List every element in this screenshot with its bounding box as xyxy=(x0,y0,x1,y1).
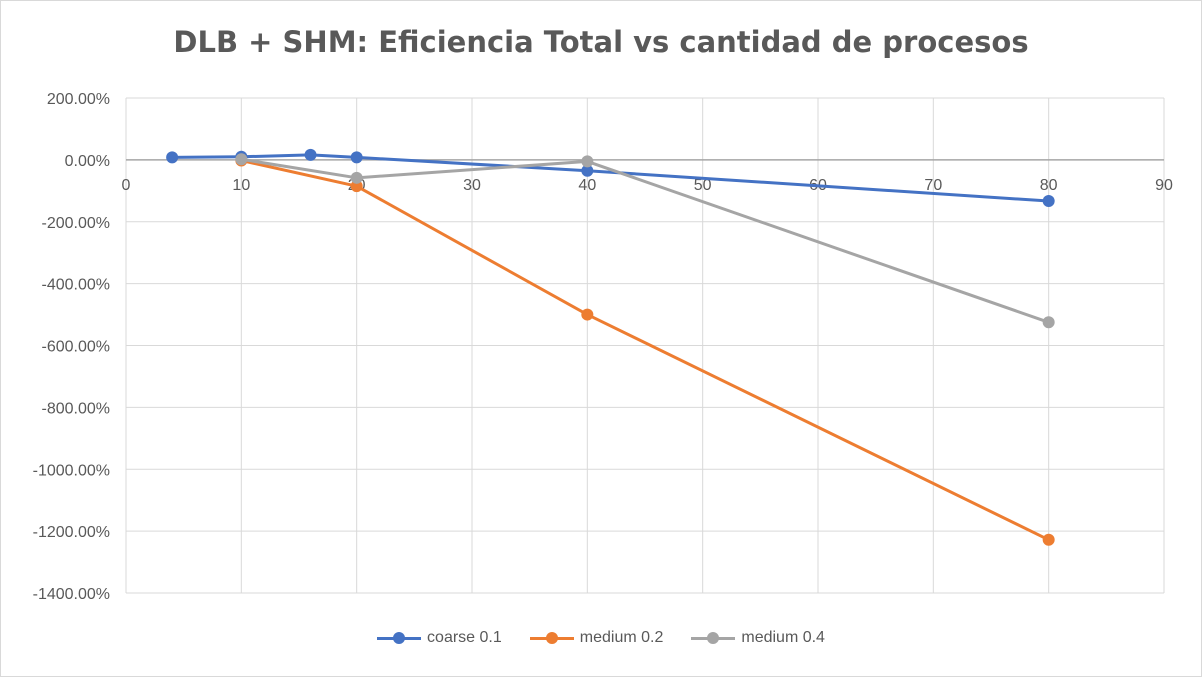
legend-item: medium 0.2 xyxy=(529,629,664,647)
series-layer xyxy=(166,148,1055,546)
y-tick-label: -400.00% xyxy=(42,277,111,294)
gridlines xyxy=(125,97,1165,594)
y-tick-label: -1400.00% xyxy=(33,586,110,603)
legend: coarse 0.1 medium 0.2 medium 0.4 xyxy=(1,629,1201,647)
axes: 200.00% 0.00% -200.00% -400.00% -600.00% -800… xyxy=(33,91,1173,603)
legend-marker xyxy=(393,632,406,644)
data-point xyxy=(1042,533,1055,546)
data-point xyxy=(1042,316,1055,329)
legend-marker xyxy=(707,632,720,644)
legend-label: medium 0.2 xyxy=(579,629,664,646)
data-point xyxy=(581,164,594,177)
data-point xyxy=(350,151,363,164)
x-tick-label: 40 xyxy=(578,177,596,194)
x-tick-label: 70 xyxy=(924,177,942,194)
data-point xyxy=(235,153,248,166)
series-line xyxy=(241,159,1050,542)
y-tick-label: 200.00% xyxy=(47,91,110,108)
legend-item: medium 0.4 xyxy=(691,629,825,647)
legend-swatch xyxy=(529,632,574,644)
y-tick-label: -800.00% xyxy=(42,400,111,417)
series-medium-0-4 xyxy=(235,153,1055,329)
data-point xyxy=(350,171,363,184)
data-point xyxy=(166,151,179,164)
y-tick-label: 0.00% xyxy=(65,153,110,170)
data-point xyxy=(1042,195,1055,208)
series-medium-0-2 xyxy=(235,154,1055,546)
x-tick-label: 50 xyxy=(694,177,712,194)
legend-item: coarse 0.1 xyxy=(377,629,502,647)
legend-marker xyxy=(545,632,558,644)
x-tick-label: 10 xyxy=(232,177,250,194)
y-tick-label: -200.00% xyxy=(42,215,111,232)
legend-label: coarse 0.1 xyxy=(427,629,502,646)
x-tick-label: 90 xyxy=(1155,177,1173,194)
series-line xyxy=(172,153,1049,203)
legend-label: medium 0.4 xyxy=(741,629,825,646)
x-tick-label: 0 xyxy=(122,177,131,194)
y-tick-label: -1000.00% xyxy=(33,462,110,479)
x-tick-label: 30 xyxy=(463,177,481,194)
y-tick-label: -600.00% xyxy=(42,339,111,356)
data-point xyxy=(581,155,594,168)
series-coarse-0-1 xyxy=(166,148,1055,208)
data-point xyxy=(304,148,317,161)
y-tick-label: -1200.00% xyxy=(33,524,110,541)
chart-title: DLB + SHM: Eficiencia Total vs cantidad … xyxy=(173,25,1029,59)
legend-swatch xyxy=(377,632,422,644)
series-line xyxy=(241,157,1050,324)
x-tick-label: 80 xyxy=(1040,177,1058,194)
data-point xyxy=(350,180,363,193)
data-point xyxy=(581,308,594,321)
legend-swatch xyxy=(691,632,736,644)
